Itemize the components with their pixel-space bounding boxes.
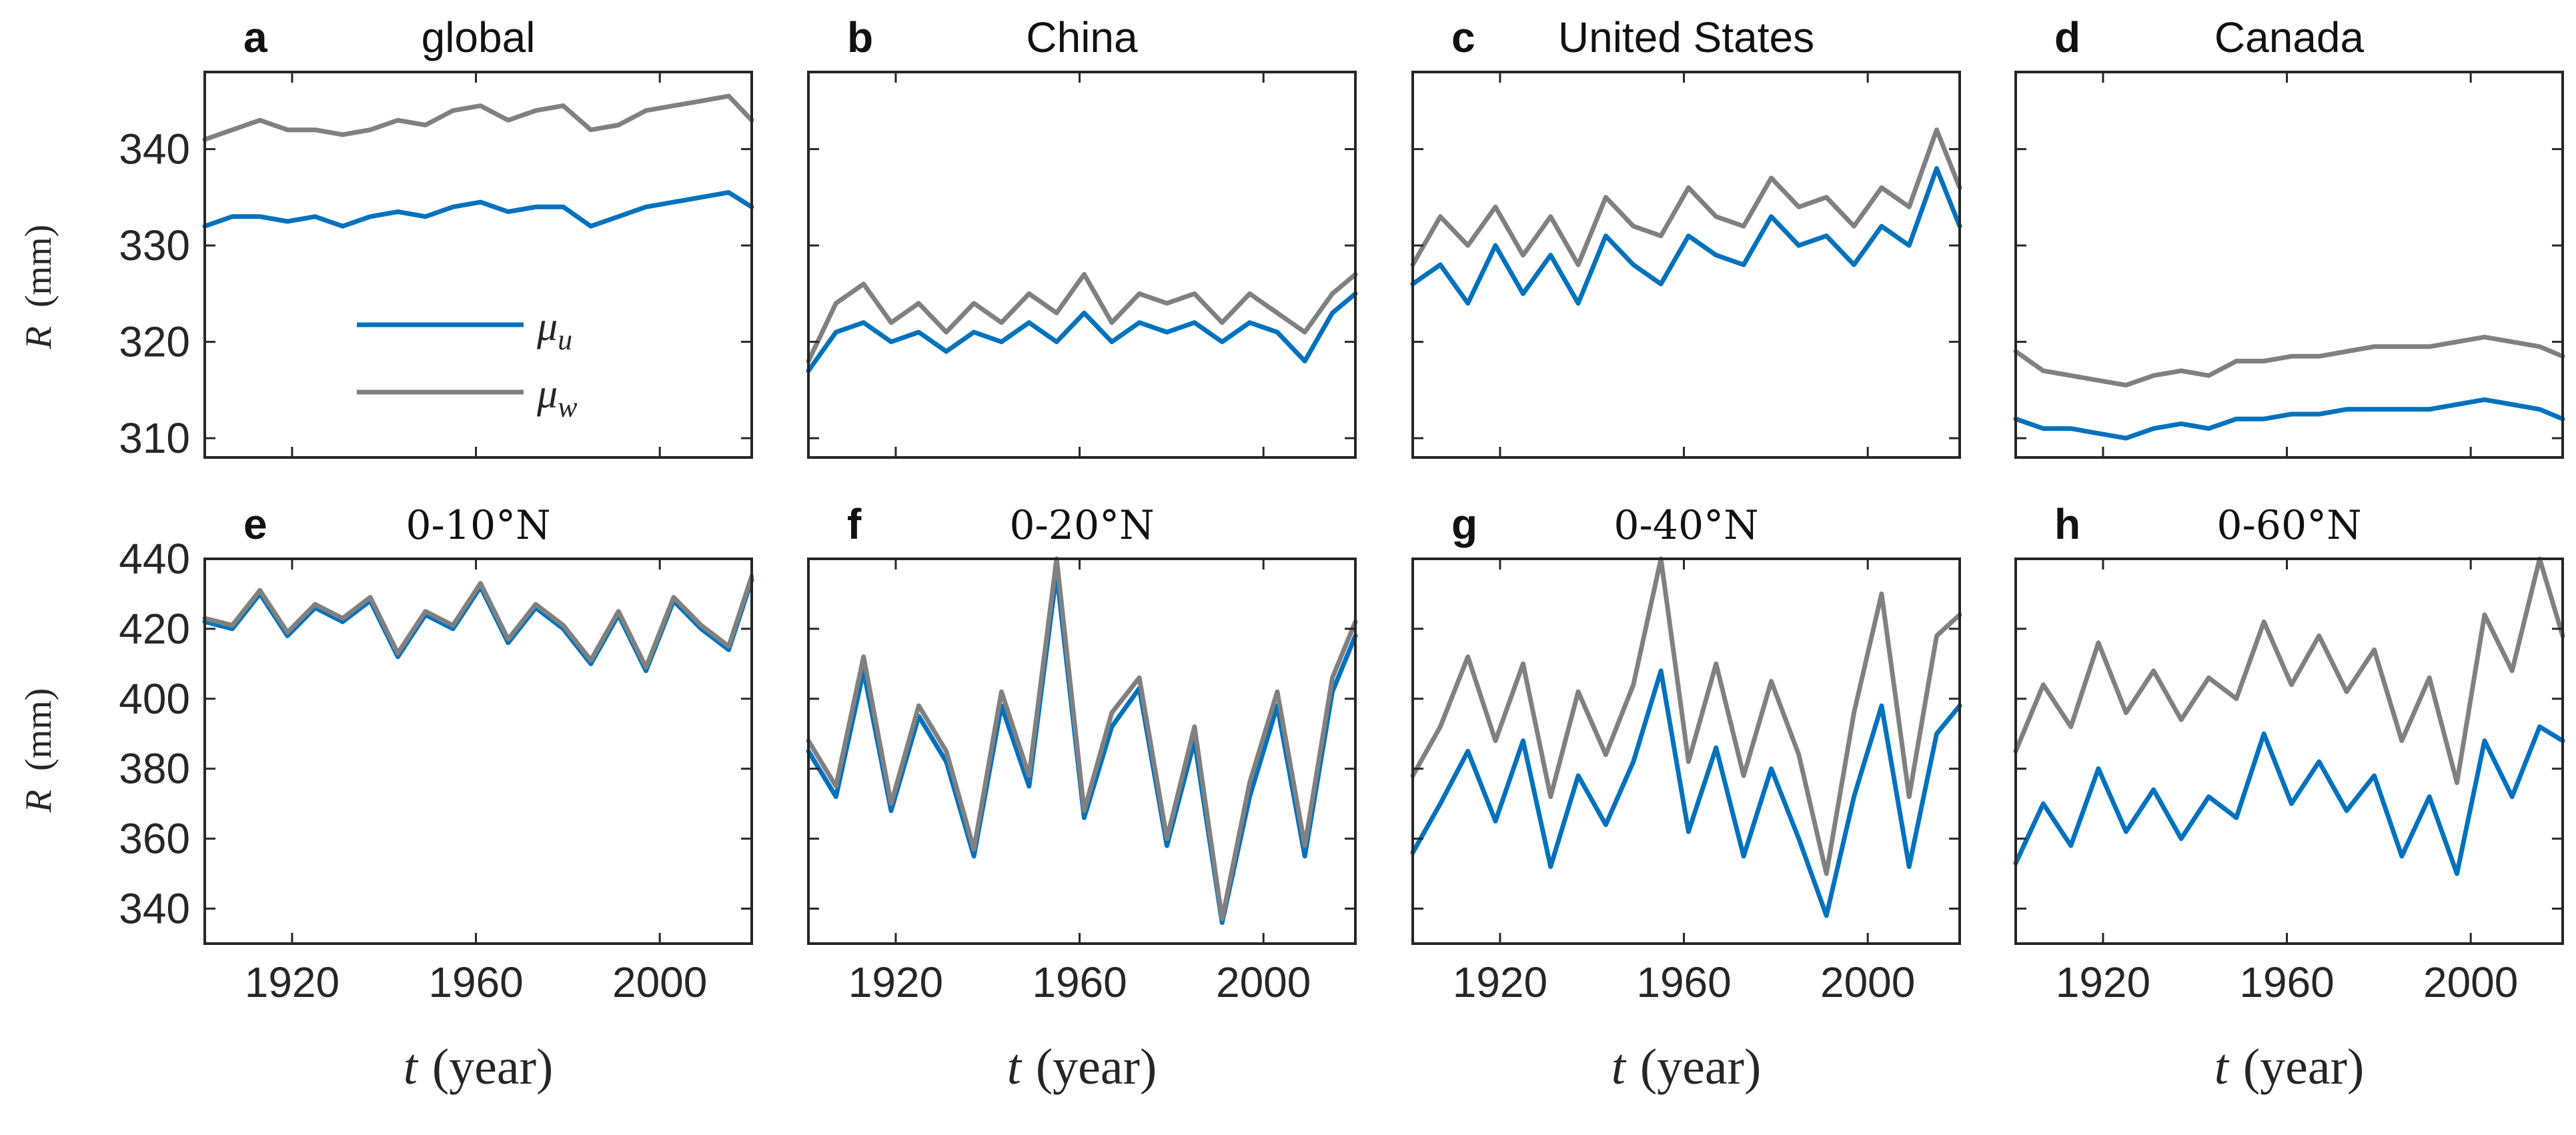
axes-frame <box>807 71 1357 459</box>
x-axis-label-unit: (year) <box>432 1039 553 1095</box>
panel-title: China <box>1026 13 1138 61</box>
panel-letter: a <box>243 13 267 61</box>
panel-title: United States <box>1558 13 1814 61</box>
legend-mu-u-label: μu <box>536 304 572 356</box>
x-tick-label: 2000 <box>1216 958 1311 1006</box>
panel-b: b China <box>806 13 1358 459</box>
panel-title: 0-40°N <box>1614 502 1758 549</box>
series-mu-w-line <box>806 556 1358 922</box>
axes-frame <box>1411 71 1961 459</box>
x-tick-label: 2000 <box>2423 958 2518 1006</box>
series-mu-u-line <box>1410 166 1962 306</box>
axes-frame <box>203 71 753 459</box>
panel-title: 0-60°N <box>2216 502 2361 549</box>
y-tick-label: 340 <box>119 885 190 933</box>
series-mu-u-line <box>806 570 1358 925</box>
y-tick-label: 330 <box>119 221 190 269</box>
x-tick-label: 1960 <box>1636 958 1731 1006</box>
x-tick-label: 1920 <box>2056 958 2150 1006</box>
legend: μu μw <box>357 304 578 423</box>
y-tick-label: 400 <box>119 675 190 723</box>
x-axis-label-var: t <box>1612 1039 1627 1095</box>
series-mu-w-line <box>202 574 754 670</box>
legend-mu-w-label: μw <box>536 371 578 423</box>
bottom-ylabel-var: R <box>18 790 59 813</box>
x-axis-label-unit: (year) <box>1036 1039 1157 1095</box>
panel-title: 0-10°N <box>406 502 550 549</box>
series-mu-w-line <box>2013 556 2565 786</box>
panel-letter: b <box>847 13 873 61</box>
x-tick-label: 2000 <box>612 958 707 1006</box>
top-ylabel-var: R <box>18 326 59 349</box>
y-tick-label: 320 <box>119 318 190 366</box>
series-mu-u-line <box>202 578 754 674</box>
bottom-ylabel: R (mm) <box>18 688 59 814</box>
panel-letter: e <box>243 500 267 548</box>
series-mu-w-line <box>1410 556 1962 876</box>
top-ylabel: R (mm) <box>18 225 59 350</box>
panel-f: 1920 1960 2000 f 0-20°N t (year) <box>806 500 1358 1095</box>
axes-frame <box>2014 557 2564 945</box>
panel-title: global <box>422 13 536 61</box>
panel-d: d Canada <box>2013 13 2565 459</box>
series-mu-u-line <box>2013 397 2565 441</box>
panel-g: 1920 1960 2000 g 0-40°N t (year) <box>1410 500 1962 1095</box>
x-tick-label: 1960 <box>1032 958 1127 1006</box>
x-tick-label: 1920 <box>1453 958 1547 1006</box>
x-tick-label: 2000 <box>1820 958 1915 1006</box>
x-tick-label: 1960 <box>2239 958 2334 1006</box>
axes-frame <box>203 557 753 945</box>
x-axis-label-var: t <box>2214 1039 2230 1095</box>
panel-title: Canada <box>2214 13 2365 61</box>
svg-text:R (mm): R (mm) <box>18 225 59 350</box>
series-mu-w-line <box>202 93 754 142</box>
y-tick-label: 440 <box>119 535 190 583</box>
y-tick-label: 340 <box>119 125 190 173</box>
x-axis-label: t (year) <box>404 1039 554 1095</box>
y-tick-label: 310 <box>119 414 190 462</box>
panel-letter: c <box>1451 13 1475 61</box>
panel-letter: g <box>1451 500 1477 548</box>
series-mu-w-line <box>1410 127 1962 267</box>
axes-frame <box>2014 71 2564 459</box>
panel-h: 1920 1960 2000 h 0-60°N t (year) <box>2013 500 2565 1095</box>
series-mu-u-line <box>806 291 1358 373</box>
y-tick-label: 360 <box>119 815 190 863</box>
x-axis-label: t (year) <box>2214 1039 2365 1095</box>
y-tick-label: 380 <box>119 745 190 793</box>
axes-frame <box>1411 557 1961 945</box>
top-ylabel-unit: (mm) <box>18 225 59 307</box>
panel-letter: h <box>2054 500 2080 548</box>
series-mu-w-line <box>2013 334 2565 388</box>
x-tick-label: 1920 <box>245 958 340 1006</box>
panel-letter: d <box>2054 13 2080 61</box>
x-axis-label: t (year) <box>1612 1039 1762 1095</box>
series-mu-u-line <box>202 190 754 229</box>
x-tick-label: 1960 <box>428 958 523 1006</box>
x-axis-label-unit: (year) <box>1640 1039 1761 1095</box>
panel-title: 0-20°N <box>1009 502 1154 549</box>
x-tick-label: 1920 <box>848 958 943 1006</box>
y-tick-label: 420 <box>119 605 190 653</box>
series-mu-u-line <box>2013 724 2565 876</box>
panel-c: c United States <box>1410 13 1962 459</box>
series-mu-u-line <box>1410 668 1962 918</box>
panel-a: 310 320 330 340 a global <box>119 13 754 462</box>
axes-frame <box>807 557 1357 945</box>
x-axis-label-var: t <box>404 1039 419 1095</box>
panel-e: 340 360 380 400 420 440 1920 1960 2000 e 0-10°N t (y… <box>119 500 754 1095</box>
bottom-ylabel-unit: (mm) <box>18 688 59 771</box>
svg-text:R (mm): R (mm) <box>18 688 59 814</box>
x-axis-label: t (year) <box>1007 1039 1157 1095</box>
panel-letter: f <box>847 500 862 548</box>
series-mu-w-line <box>806 271 1358 363</box>
x-axis-label-unit: (year) <box>2243 1039 2364 1095</box>
x-axis-label-var: t <box>1007 1039 1023 1095</box>
